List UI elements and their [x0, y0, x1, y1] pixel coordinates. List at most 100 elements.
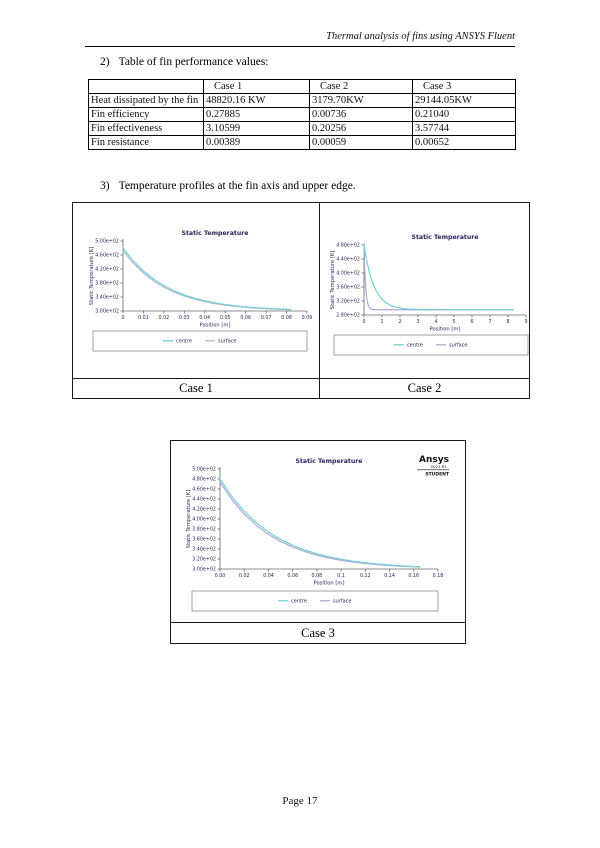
svg-text:centre: centre: [407, 343, 423, 349]
svg-text:4.20e+02: 4.20e+02: [95, 267, 119, 273]
table-header-case1: Case 1: [203, 79, 310, 94]
table-row: Heat dissipated by the fin 48820.16 KW 3…: [88, 93, 516, 108]
svg-text:STUDENT: STUDENT: [425, 472, 450, 478]
case1-temperature-chart: Static Temperature 0 0.01 0.02 0.03 0.04 0.05 0…: [85, 225, 315, 357]
chart-canvas: Static Temperature 0 1 2 3 4 5 6 7 8 9 2.80e+02 3.20…: [330, 234, 529, 356]
svg-text:3.80e+02: 3.80e+02: [192, 527, 216, 533]
svg-text:0.14: 0.14: [384, 573, 395, 579]
row-label: Heat dissipated by the fin: [88, 93, 204, 108]
svg-text:0.12: 0.12: [360, 573, 371, 579]
svg-text:5.00e+02: 5.00e+02: [192, 467, 216, 473]
svg-text:4.60e+02: 4.60e+02: [95, 253, 119, 259]
table-cell: 0.00059: [309, 135, 413, 150]
svg-text:Static Temperature [K]: Static Temperature [K]: [89, 247, 95, 305]
svg-text:5: 5: [452, 319, 455, 325]
svg-text:0.04: 0.04: [199, 315, 210, 321]
svg-text:Position [m]: Position [m]: [314, 581, 345, 587]
figure-caption-row: Case 1 Case 2: [73, 378, 529, 398]
svg-text:0.04: 0.04: [263, 573, 274, 579]
table-header-case2: Case 2: [309, 79, 413, 94]
svg-text:4.20e+02: 4.20e+02: [192, 507, 216, 513]
svg-text:9: 9: [524, 319, 527, 325]
svg-text:0.1: 0.1: [337, 573, 345, 579]
svg-text:4.80e+02: 4.80e+02: [336, 243, 360, 249]
svg-text:centre: centre: [291, 599, 307, 605]
chart-canvas: Static Temperature 0.00 0.02 0.04 0.06 0.08 0.…: [186, 455, 450, 612]
svg-text:2021 R1: 2021 R1: [431, 464, 448, 469]
svg-text:Position [m]: Position [m]: [430, 327, 461, 333]
table-row: Fin effectiveness 3.10599 0.20256 3.5774…: [88, 121, 516, 136]
section-3-number: 3): [100, 180, 110, 192]
svg-text:4.60e+02: 4.60e+02: [192, 487, 216, 493]
row-label: Fin effectiveness: [88, 121, 204, 136]
table-cell: 0.00652: [412, 135, 516, 150]
svg-text:surface: surface: [449, 343, 467, 349]
case2-temperature-chart: Static Temperature 0 1 2 3 4 5 6 7 8 9 2.80e+02 3.20…: [328, 229, 533, 361]
svg-text:3.20e+02: 3.20e+02: [336, 299, 360, 305]
svg-text:3.00e+02: 3.00e+02: [95, 309, 119, 315]
svg-text:0.09: 0.09: [302, 315, 313, 321]
svg-text:4: 4: [434, 319, 437, 325]
table-cell: 3.57744: [412, 121, 516, 136]
svg-text:0.08: 0.08: [281, 315, 292, 321]
row-label: Fin efficiency: [88, 107, 204, 122]
svg-text:4.80e+02: 4.80e+02: [192, 477, 216, 483]
table-header-row: Case 1 Case 2 Case 3: [88, 79, 516, 94]
svg-text:4.00e+02: 4.00e+02: [336, 271, 360, 277]
svg-text:surface: surface: [218, 339, 236, 345]
fin-performance-table: Case 1 Case 2 Case 3 Heat dissipated by …: [88, 79, 516, 150]
row-label: Fin resistance: [88, 135, 204, 150]
svg-text:0.02: 0.02: [159, 315, 170, 321]
table-cell: 0.27885: [203, 107, 310, 122]
svg-text:3.20e+02: 3.20e+02: [192, 557, 216, 563]
figure-caption-case1: Case 1: [73, 379, 320, 398]
case3-temperature-chart: Static Temperature 0.00 0.02 0.04 0.06 0.08 0.…: [176, 449, 461, 617]
chart-canvas: Static Temperature 0 0.01 0.02 0.03 0.04 0.05 0…: [89, 230, 313, 352]
figure-caption-case2: Case 2: [407, 381, 442, 395]
svg-text:2.80e+02: 2.80e+02: [336, 313, 360, 319]
table-header-case3: Case 3: [412, 79, 516, 94]
svg-text:0: 0: [121, 315, 124, 321]
table-corner-cell: [88, 79, 204, 94]
table-cell: 0.00389: [203, 135, 310, 150]
svg-text:Position [m]: Position [m]: [200, 323, 231, 329]
table-cell: 0.20256: [309, 121, 413, 136]
svg-text:Static Temperature: Static Temperature: [296, 458, 363, 465]
svg-text:3.80e+02: 3.80e+02: [95, 281, 119, 287]
svg-text:0.07: 0.07: [261, 315, 272, 321]
svg-text:3.40e+02: 3.40e+02: [192, 547, 216, 553]
table-cell: 48820.16 KW: [203, 93, 310, 108]
svg-text:Static Temperature [K]: Static Temperature [K]: [330, 251, 336, 309]
table-cell: 3.10599: [203, 121, 310, 136]
table-cell: 0.00736: [309, 107, 413, 122]
svg-text:1: 1: [380, 319, 383, 325]
table-row: Fin resistance 0.00389 0.00059 0.00652: [88, 135, 516, 150]
svg-text:0.02: 0.02: [239, 573, 250, 579]
table-cell: 0.21040: [412, 107, 516, 122]
svg-text:4.40e+02: 4.40e+02: [336, 257, 360, 263]
figure-case3: Static Temperature 0.00 0.02 0.04 0.06 0.08 0.…: [170, 440, 466, 644]
svg-text:3.60e+02: 3.60e+02: [192, 537, 216, 543]
svg-text:Ansys: Ansys: [419, 455, 449, 465]
svg-text:4.00e+02: 4.00e+02: [192, 517, 216, 523]
svg-text:0.05: 0.05: [220, 315, 231, 321]
figure-case1-case2: Static Temperature 0 0.01 0.02 0.03 0.04 0.05 0…: [72, 202, 530, 399]
section-2-title: Table of fin performance values:: [118, 56, 269, 68]
table-cell: 29144.05KW: [412, 93, 516, 108]
page-header-title: Thermal analysis of fins using ANSYS Flu…: [326, 31, 515, 42]
svg-text:0.00: 0.00: [215, 573, 226, 579]
svg-text:0.03: 0.03: [179, 315, 190, 321]
svg-text:8: 8: [506, 319, 509, 325]
figure-caption-case3: Case 3: [301, 625, 335, 640]
page-number: Page 17: [282, 795, 318, 807]
section-3-heading: 3) Temperature profiles at the fin axis a…: [100, 180, 356, 192]
svg-text:7: 7: [488, 319, 491, 325]
section-2-heading: 2) Table of fin performance values:: [100, 56, 269, 68]
svg-text:2: 2: [398, 319, 401, 325]
svg-text:6: 6: [470, 319, 473, 325]
svg-text:3.40e+02: 3.40e+02: [95, 295, 119, 301]
svg-text:Static Temperature: Static Temperature: [182, 230, 249, 237]
figure-caption-row: Case 3: [171, 622, 465, 643]
table-cell: 3179.70KW: [309, 93, 413, 108]
svg-text:0.16: 0.16: [408, 573, 419, 579]
